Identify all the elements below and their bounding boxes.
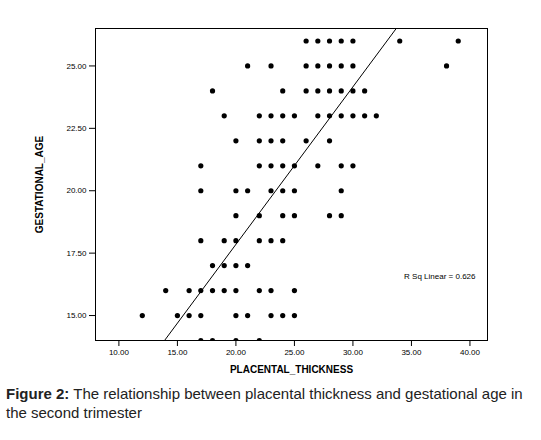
svg-text:20.00: 20.00 — [226, 348, 247, 357]
svg-text:10.00: 10.00 — [109, 348, 130, 357]
svg-text:40.00: 40.00 — [460, 348, 481, 357]
svg-text:17.50: 17.50 — [66, 249, 87, 258]
svg-text:GESTATIONAL_AGE: GESTATIONAL_AGE — [34, 135, 45, 233]
html-text:Figure 2: The relationship bet: Figure 2: The relationship between place… — [6, 385, 523, 421]
svg-text:25.00: 25.00 — [66, 62, 87, 71]
svg-text:22.50: 22.50 — [66, 124, 87, 133]
svg-text:25.00: 25.00 — [284, 348, 305, 357]
svg-text:R Sq Linear = 0.626: R Sq Linear = 0.626 — [404, 272, 476, 281]
svg-text:PLACENTAL_THICKNESS: PLACENTAL_THICKNESS — [230, 364, 353, 375]
svg-text:20.00: 20.00 — [66, 186, 87, 195]
svg-text:30.00: 30.00 — [343, 348, 364, 357]
svg-text:15.00: 15.00 — [66, 311, 87, 320]
svg-text:15.00: 15.00 — [167, 348, 188, 357]
svg-text:35.00: 35.00 — [401, 348, 422, 357]
